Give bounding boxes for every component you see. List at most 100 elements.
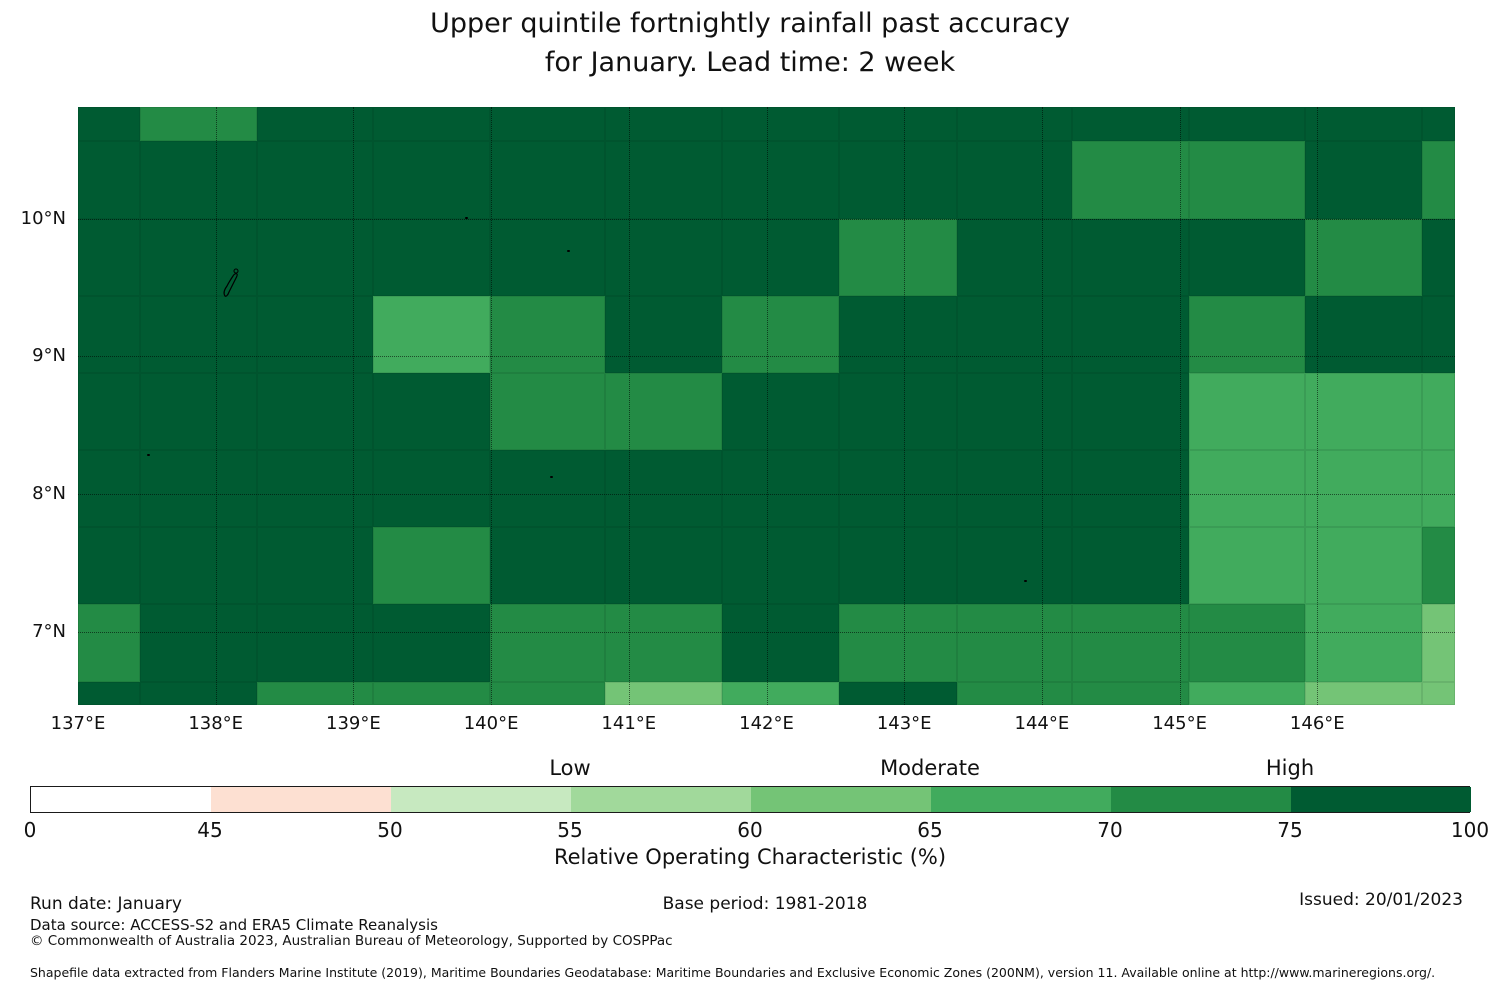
latitude-gridline bbox=[78, 356, 1455, 357]
roc-cell bbox=[1189, 527, 1305, 604]
roc-cell bbox=[1422, 107, 1455, 141]
roc-cell bbox=[1305, 373, 1422, 450]
roc-cell bbox=[140, 527, 257, 604]
roc-cell bbox=[957, 682, 1072, 705]
colorbar-segment bbox=[1111, 787, 1291, 812]
roc-cell bbox=[1072, 450, 1189, 527]
roc-cell bbox=[605, 373, 722, 450]
roc-cell bbox=[722, 373, 839, 450]
shapefile-attribution-text: Shapefile data extracted from Flanders M… bbox=[30, 965, 1436, 980]
roc-cell bbox=[957, 604, 1072, 682]
roc-cell bbox=[839, 450, 957, 527]
y-tick-label: 9°N bbox=[32, 345, 66, 367]
latitude-gridline bbox=[78, 219, 1455, 220]
roc-cell bbox=[140, 107, 257, 141]
roc-cell bbox=[140, 141, 257, 219]
roc-cell bbox=[1422, 296, 1455, 373]
colorbar-tick-label: 50 bbox=[377, 818, 403, 842]
data-source-text: Data source: ACCESS-S2 and ERA5 Climate … bbox=[30, 916, 438, 934]
island-dot-ulithi bbox=[465, 217, 468, 219]
roc-cell bbox=[373, 604, 490, 682]
roc-cell bbox=[1189, 219, 1305, 296]
colorbar-tick-label: 65 bbox=[917, 818, 943, 842]
roc-cell bbox=[605, 141, 722, 219]
roc-cell bbox=[1189, 141, 1305, 219]
colorbar-category-label: High bbox=[1265, 756, 1315, 780]
roc-cell bbox=[257, 141, 373, 219]
roc-cell bbox=[839, 296, 957, 373]
roc-cell bbox=[1072, 141, 1189, 219]
roc-cell bbox=[1422, 604, 1455, 682]
roc-cell bbox=[1189, 450, 1305, 527]
roc-colorbar bbox=[30, 786, 1471, 813]
roc-cell bbox=[1072, 107, 1189, 141]
roc-cell bbox=[957, 450, 1072, 527]
roc-cell bbox=[1072, 296, 1189, 373]
longitude-gridline bbox=[353, 107, 354, 705]
roc-cell bbox=[373, 527, 490, 604]
issued-date-text: Issued: 20/01/2023 bbox=[1299, 890, 1463, 910]
longitude-gridline bbox=[1042, 107, 1043, 705]
y-tick-label: 10°N bbox=[20, 207, 66, 229]
roc-cell bbox=[140, 296, 257, 373]
y-tick-label: 7°N bbox=[32, 620, 66, 642]
island-dot-fais bbox=[567, 250, 570, 252]
colorbar-tick-label: 75 bbox=[1277, 818, 1303, 842]
roc-cell bbox=[1072, 682, 1189, 705]
roc-cell bbox=[722, 604, 839, 682]
roc-cell bbox=[839, 682, 957, 705]
roc-cell bbox=[1422, 141, 1455, 219]
roc-cell bbox=[373, 296, 490, 373]
roc-cell bbox=[957, 107, 1072, 141]
roc-cell bbox=[490, 604, 605, 682]
roc-cell bbox=[140, 373, 257, 450]
roc-cell bbox=[490, 450, 605, 527]
x-tick-label: 137°E bbox=[50, 713, 106, 734]
roc-cell bbox=[78, 219, 140, 296]
longitude-gridline bbox=[629, 107, 630, 705]
roc-cell bbox=[1072, 219, 1189, 296]
roc-cell bbox=[1422, 527, 1455, 604]
roc-cell bbox=[722, 682, 839, 705]
roc-cell bbox=[78, 527, 140, 604]
roc-cell bbox=[78, 373, 140, 450]
roc-cell bbox=[78, 141, 140, 219]
yap-island-outline bbox=[221, 266, 243, 304]
roc-cell bbox=[1072, 604, 1189, 682]
roc-cell bbox=[1422, 219, 1455, 296]
colorbar-category-label: Moderate bbox=[880, 756, 980, 780]
island-dot-woleai bbox=[1024, 580, 1027, 582]
roc-cell bbox=[257, 682, 373, 705]
roc-cell bbox=[1189, 604, 1305, 682]
roc-cell bbox=[78, 682, 140, 705]
roc-cell bbox=[373, 682, 490, 705]
colorbar-category-label: Low bbox=[549, 756, 591, 780]
roc-cell bbox=[957, 373, 1072, 450]
chart-title: Upper quintile fortnightly rainfall past… bbox=[0, 4, 1500, 82]
roc-cell bbox=[1189, 296, 1305, 373]
roc-cell bbox=[1422, 373, 1455, 450]
roc-cell bbox=[1072, 373, 1189, 450]
roc-cell bbox=[839, 141, 957, 219]
roc-cell bbox=[1305, 450, 1422, 527]
roc-cell bbox=[1189, 107, 1305, 141]
colorbar-tick-label: 100 bbox=[1450, 818, 1490, 842]
roc-cell bbox=[957, 141, 1072, 219]
base-period-text: Base period: 1981-2018 bbox=[662, 894, 868, 914]
roc-cell bbox=[373, 219, 490, 296]
roc-cell bbox=[490, 373, 605, 450]
roc-cell bbox=[722, 450, 839, 527]
roc-cell bbox=[373, 373, 490, 450]
colorbar-segment bbox=[751, 787, 931, 812]
roc-cell bbox=[722, 219, 839, 296]
x-tick-label: 145°E bbox=[1152, 713, 1207, 734]
roc-cell bbox=[1072, 527, 1189, 604]
colorbar-tick-label: 0 bbox=[23, 818, 37, 842]
longitude-gridline bbox=[1180, 107, 1181, 705]
roc-cell bbox=[1189, 373, 1305, 450]
roc-cell bbox=[490, 682, 605, 705]
roc-cell bbox=[373, 141, 490, 219]
roc-cell bbox=[140, 682, 257, 705]
colorbar-segment bbox=[1291, 787, 1471, 812]
colorbar-segment bbox=[571, 787, 751, 812]
